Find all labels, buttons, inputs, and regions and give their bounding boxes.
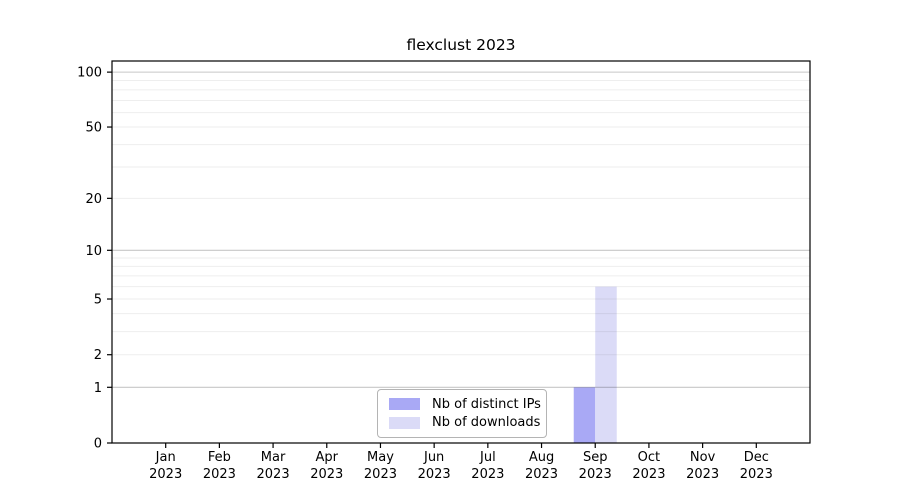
- x-tick-label-year: 2023: [740, 467, 773, 482]
- x-tick-label-month: Jan: [155, 450, 176, 465]
- x-tick-label-month: Apr: [316, 450, 339, 465]
- chart-title: flexclust 2023: [406, 36, 516, 54]
- y-tick-label: 50: [85, 121, 102, 136]
- y-tick-label: 1: [94, 381, 102, 396]
- x-axis: Jan 2023 Feb 2023 Mar 2023 Apr 2023 May 2023 Jun 20…: [149, 443, 773, 482]
- legend-swatch-downloads: [389, 416, 420, 429]
- y-tick-label: 100: [77, 66, 102, 81]
- y-axis: 0 1 2 5 10 20 50 100: [77, 66, 112, 452]
- x-tick-label-month: Feb: [208, 450, 231, 465]
- x-tick-label-year: 2023: [579, 467, 612, 482]
- y-tick-label: 20: [85, 192, 102, 207]
- x-tick-label-month: Nov: [690, 450, 716, 465]
- x-tick-label-year: 2023: [203, 467, 236, 482]
- x-tick-label-month: Mar: [261, 450, 286, 465]
- y-tick-label: 10: [85, 244, 102, 259]
- x-tick-label-month: Jun: [423, 450, 444, 465]
- y-tick-label: 0: [94, 437, 102, 452]
- y-tick-label: 2: [94, 348, 102, 363]
- x-tick-label-year: 2023: [418, 467, 451, 482]
- legend-label-downloads: Nb of downloads: [432, 415, 541, 431]
- bars-distinct-ips: [573, 387, 596, 443]
- x-tick-label-month: Jul: [479, 450, 496, 465]
- x-tick-label-year: 2023: [149, 467, 182, 482]
- legend-swatch-distinct-ips: [389, 398, 420, 411]
- minor-gridlines: [112, 80, 810, 356]
- y-tick-label: 5: [94, 293, 102, 308]
- legend-item-downloads: Nb of downloads: [389, 415, 541, 431]
- bar: [595, 286, 617, 443]
- x-tick-label-year: 2023: [632, 467, 665, 482]
- x-tick-label-year: 2023: [257, 467, 290, 482]
- x-tick-label-year: 2023: [471, 467, 504, 482]
- x-tick-label-year: 2023: [686, 467, 719, 482]
- major-gridlines: [112, 71, 810, 388]
- x-tick-label-month: Aug: [529, 450, 554, 465]
- x-tick-label-month: May: [367, 450, 394, 465]
- x-tick-label-year: 2023: [310, 467, 343, 482]
- x-tick-label-month: Dec: [744, 450, 769, 465]
- legend: Nb of distinct IPs Nb of downloads: [377, 389, 547, 438]
- legend-label-distinct-ips: Nb of distinct IPs: [432, 396, 541, 412]
- legend-item-distinct-ips: Nb of distinct IPs: [389, 396, 541, 412]
- bar: [573, 387, 596, 443]
- x-tick-label-year: 2023: [525, 467, 558, 482]
- x-tick-label-month: Sep: [583, 450, 608, 465]
- bars-downloads: [595, 286, 617, 443]
- x-tick-label-month: Oct: [638, 450, 660, 465]
- x-tick-label-year: 2023: [364, 467, 397, 482]
- plot-border: [111, 60, 811, 444]
